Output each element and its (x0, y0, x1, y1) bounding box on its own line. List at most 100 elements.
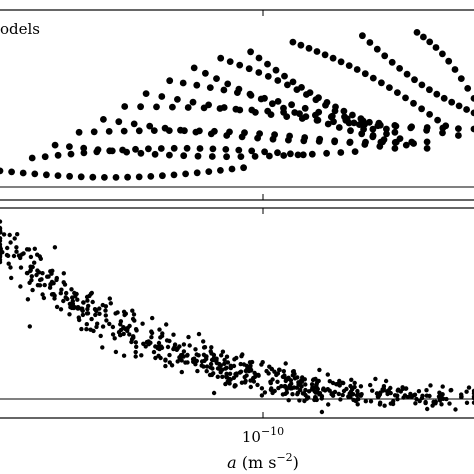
bottom-data-point-291 (327, 379, 332, 384)
bottom-data-point-516 (233, 383, 238, 388)
top-data-point-274 (464, 85, 472, 92)
top-data-point-220 (315, 94, 322, 102)
bottom-data-point-504 (0, 257, 3, 262)
bottom-data-point-374 (355, 402, 360, 407)
bottom-data-point-487 (310, 385, 315, 390)
bottom-data-point-508 (15, 232, 20, 237)
top-data-point-212 (247, 48, 255, 56)
top-data-point-224 (349, 111, 356, 119)
top-data-point-162 (274, 98, 282, 105)
top-data-point-171 (396, 135, 404, 143)
top-data-point-233 (313, 48, 321, 55)
bottom-data-point-90 (340, 392, 345, 398)
top-data-point-141 (283, 113, 291, 120)
top-data-point-135 (189, 98, 197, 106)
top-data-point-132 (142, 90, 150, 97)
bottom-data-point-67 (297, 398, 302, 403)
bottom-data-point-502 (244, 367, 250, 372)
bottom-data-point-505 (6, 261, 11, 266)
top-data-point-55 (208, 153, 216, 160)
top-data-point-38 (235, 146, 243, 154)
bottom-data-point-293 (193, 347, 198, 352)
top-data-point-245 (410, 99, 417, 107)
bottom-data-point-2 (89, 316, 94, 322)
top-data-point-20 (228, 165, 236, 173)
bottom-data-point-614 (283, 391, 288, 396)
top-data-point-87 (391, 145, 399, 152)
bottom-data-point-615 (314, 384, 319, 389)
top-data-point-35 (196, 145, 204, 152)
bottom-data-point-242 (169, 363, 175, 368)
top-data-point-64 (337, 149, 345, 156)
bottom-data-point-366 (127, 332, 132, 337)
bottom-data-point-278 (256, 372, 261, 378)
top-data-point-163 (288, 101, 295, 109)
top-data-point-237 (345, 62, 353, 69)
bottom-data-point-405 (113, 349, 119, 355)
bottom-data-point-616 (391, 399, 396, 404)
bottom-data-point-266 (133, 349, 138, 355)
bottom-data-point-279 (75, 306, 81, 311)
bottom-data-point-377 (269, 366, 274, 372)
bottom-data-point-136 (25, 270, 30, 276)
top-data-point-247 (426, 111, 433, 118)
bottom-data-point-356 (140, 321, 145, 326)
x-axis-label: a (m s−2) (227, 451, 299, 472)
top-data-point-197 (245, 65, 253, 73)
top-data-point-223 (340, 107, 348, 115)
bottom-data-point-162 (74, 291, 79, 297)
top-data-point-267 (420, 33, 427, 41)
top-data-point-240 (369, 74, 377, 82)
bottom-data-point-332 (440, 384, 445, 389)
bottom-data-point-6 (41, 295, 47, 301)
top-data-point-105 (362, 138, 369, 146)
bottom-data-point-317 (79, 326, 84, 332)
bottom-data-point-18 (8, 240, 13, 245)
top-data-point-172 (410, 140, 417, 147)
top-data-point-272 (451, 66, 459, 73)
top-data-point-207 (341, 113, 348, 121)
bottom-data-point-491 (158, 335, 163, 340)
bottom-data-point-579 (439, 396, 444, 401)
top-data-point-54 (194, 152, 202, 160)
top-data-point-183 (291, 109, 299, 116)
bottom-data-point-250 (65, 296, 70, 302)
bottom-data-point-439 (61, 271, 66, 276)
bottom-data-point-457 (97, 306, 102, 311)
bottom-data-point-476 (179, 369, 184, 375)
top-legend-text: odels (0, 20, 40, 38)
bottom-data-point-370 (296, 382, 301, 387)
bottom-data-point-431 (416, 389, 422, 394)
top-data-point-177 (224, 80, 232, 88)
top-data-point-225 (357, 115, 365, 123)
bottom-data-point-320 (32, 246, 37, 251)
bottom-data-point-528 (471, 388, 474, 394)
top-data-point-187 (335, 124, 343, 131)
bottom-data-point-549 (303, 382, 308, 387)
bottom-data-point-149 (153, 355, 158, 361)
bottom-data-point-531 (211, 352, 217, 358)
top-data-point-168 (356, 121, 363, 128)
bottom-data-point-184 (201, 345, 207, 350)
bottom-data-point-37 (5, 245, 10, 251)
x-tick-label: 10−10 (242, 425, 284, 446)
top-data-point-244 (402, 94, 409, 102)
bottom-data-point-449 (269, 386, 274, 391)
top-data-point-188 (347, 127, 354, 135)
top-data-point-256 (403, 70, 411, 78)
bottom-data-point-488 (242, 374, 247, 380)
top-data-point-216 (281, 72, 288, 80)
top-data-point-14 (159, 172, 166, 180)
bottom-data-point-554 (341, 380, 346, 386)
bottom-data-point-408 (358, 384, 364, 389)
bottom-data-point-572 (359, 392, 364, 397)
bottom-data-point-115 (28, 264, 33, 269)
top-data-point-49 (123, 148, 130, 156)
top-data-point-232 (305, 44, 313, 52)
bottom-data-point-477 (149, 329, 154, 334)
top-data-point-140 (267, 111, 275, 118)
bottom-data-point-573 (459, 394, 464, 399)
bottom-data-point-208 (260, 360, 265, 365)
bottom-data-point-440 (159, 345, 165, 350)
bottom-data-point-510 (50, 292, 55, 297)
